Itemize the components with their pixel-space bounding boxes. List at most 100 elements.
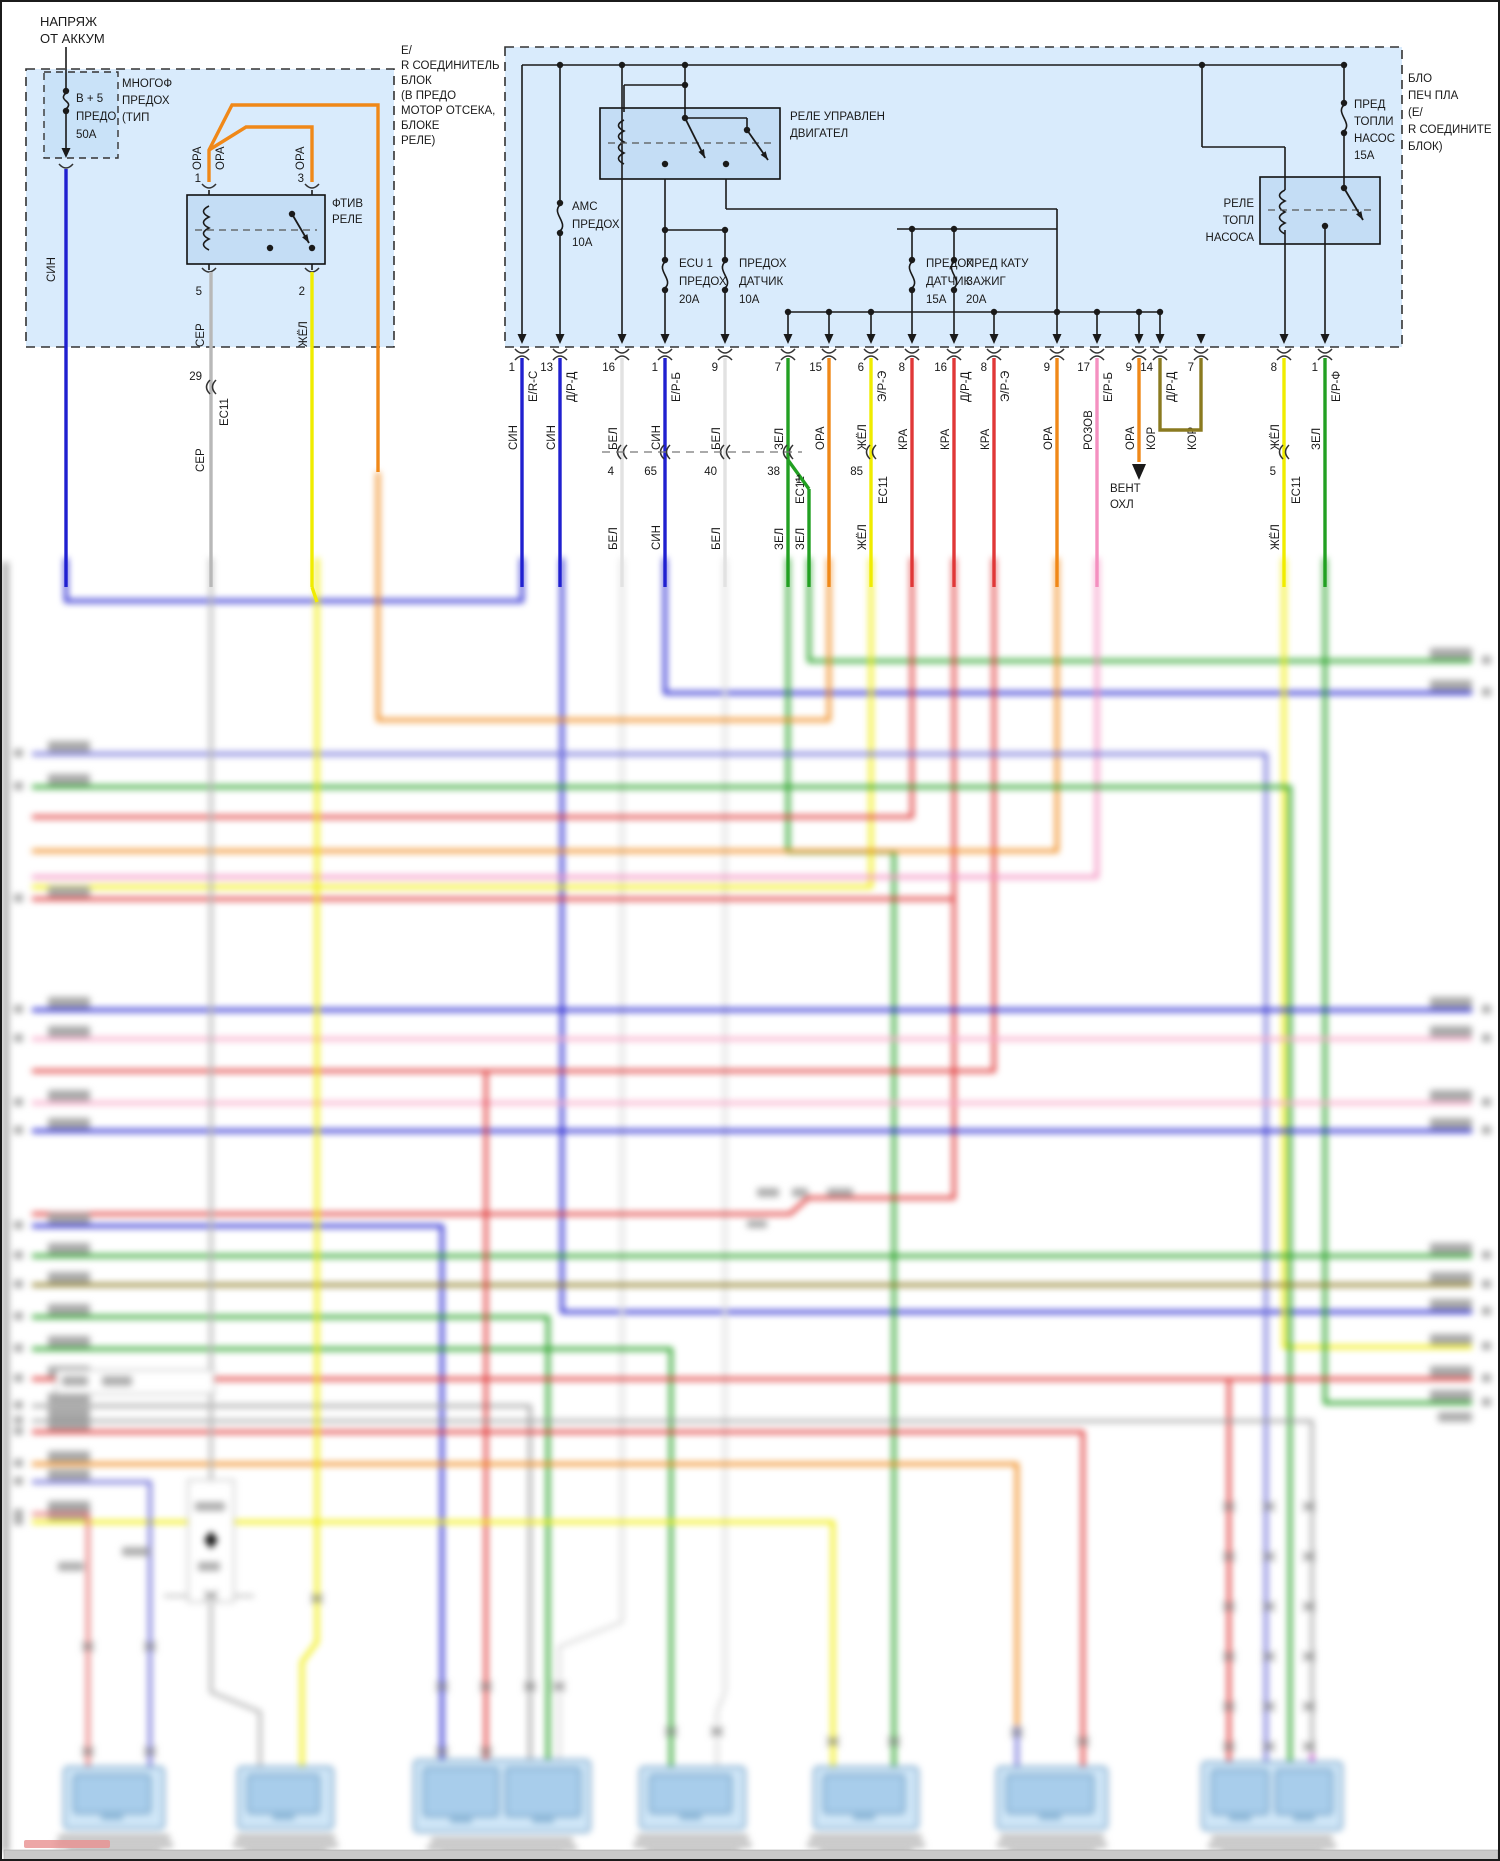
label-smudge bbox=[122, 1547, 150, 1556]
wire-color-label: ОРА bbox=[1125, 426, 1137, 450]
right-edge-label-blob bbox=[1430, 997, 1472, 1008]
ftiv-pin1: 1 bbox=[195, 173, 201, 185]
wire-color-label-2: ЗЕЛ bbox=[774, 528, 786, 550]
component-caption-line bbox=[1208, 1843, 1336, 1848]
lower-wire bbox=[32, 1347, 673, 1770]
pin-qualifier: Д/Р-Д bbox=[1166, 372, 1178, 402]
wire-color-label: КРА bbox=[898, 428, 910, 450]
ftiv-pin2: 2 bbox=[299, 286, 305, 298]
caption-line: БЛОК) bbox=[1408, 141, 1443, 153]
ftiv-pin3: 3 bbox=[298, 173, 304, 185]
left-edge-tick bbox=[14, 1427, 23, 1435]
sin-label: СИН bbox=[46, 257, 58, 282]
lower-wire bbox=[560, 558, 1472, 1314]
exit-arrowhead bbox=[1279, 334, 1289, 344]
lower-bracket bbox=[204, 1590, 218, 1596]
lower-wire bbox=[32, 1315, 550, 1767]
exit-arrowhead bbox=[1196, 334, 1206, 344]
pin-number: 6 bbox=[858, 362, 864, 374]
switch-arrowhead bbox=[698, 149, 705, 158]
pin-qualifier: Е/Р-Б bbox=[1103, 372, 1115, 402]
connector-bracket bbox=[657, 348, 673, 354]
lower-wire bbox=[32, 785, 1292, 1770]
fuse-dot bbox=[908, 286, 916, 294]
lower-bracket bbox=[1222, 1601, 1236, 1607]
wire-color-label: КРА bbox=[980, 428, 992, 450]
lower-wire bbox=[32, 558, 1059, 853]
lower-bracket bbox=[310, 1593, 324, 1599]
fuse-element bbox=[908, 261, 916, 289]
pin-number: 15 bbox=[809, 362, 822, 374]
wire-color-label: СИН bbox=[546, 425, 558, 450]
lower-bracket bbox=[552, 1681, 566, 1687]
lower-wire bbox=[715, 558, 727, 1767]
left-edge-tick bbox=[14, 1005, 23, 1013]
multi-fuse-line2: ПРЕДО bbox=[76, 111, 116, 123]
caption-line: R СОЕДИНИТЕЛЬ bbox=[401, 60, 500, 72]
lower-bracket bbox=[1010, 1732, 1024, 1738]
connector-bracket bbox=[614, 355, 630, 361]
wire-color-label-2: БЕЛ bbox=[608, 527, 620, 550]
pin-number-2: 4 bbox=[608, 466, 615, 478]
left-edge-label-blob bbox=[48, 1213, 90, 1224]
wire-color-label-2: ЖЁЛ bbox=[857, 524, 869, 550]
component-caption-line bbox=[807, 1842, 925, 1847]
junction-dot bbox=[681, 81, 689, 89]
lower-wire bbox=[209, 558, 262, 1770]
ser-conn-name: ЕС11 bbox=[219, 398, 231, 426]
connector-bracket bbox=[1276, 348, 1292, 354]
fuse-dot bbox=[661, 286, 669, 294]
fuse-dot bbox=[556, 229, 564, 237]
lower-bracket bbox=[435, 1686, 449, 1692]
fuse-dot bbox=[556, 199, 564, 207]
left-edge-label-blob bbox=[48, 1026, 90, 1037]
caption-line: РЕЛЕ) bbox=[401, 135, 436, 147]
pin-qualifier: Д/Р-Д bbox=[960, 372, 972, 402]
lower-wire bbox=[32, 558, 996, 1073]
connector-tab bbox=[1293, 1812, 1315, 1821]
right-edge-label-blob bbox=[1430, 1118, 1472, 1129]
fuel-relay-name3: НАСОСА bbox=[1206, 232, 1255, 244]
fuse-label: 15А bbox=[926, 294, 947, 306]
lower-bracket bbox=[479, 1686, 493, 1692]
pin-number: 9 bbox=[712, 362, 718, 374]
left-edge-tick bbox=[14, 1126, 23, 1134]
switch-arrowhead bbox=[1356, 211, 1363, 220]
lower-bracket bbox=[1010, 1727, 1024, 1733]
pin-qualifier: Е/R-С bbox=[528, 371, 540, 402]
lower-bracket bbox=[435, 1751, 449, 1757]
connector-bracket bbox=[552, 355, 568, 361]
lower-bracket bbox=[1222, 1606, 1236, 1612]
connector-bracket bbox=[904, 348, 920, 354]
main-block-caption: БЛО ПЕЧ ПЛА (Е/ R СОЕДИНИТЕ БЛОК) bbox=[1408, 73, 1492, 153]
junction-dot bbox=[1340, 61, 1348, 69]
wire-color-label: РОЗОВ bbox=[1083, 410, 1095, 450]
exit-arrowhead bbox=[617, 334, 627, 344]
left-edge-tick bbox=[14, 1251, 23, 1259]
lower-wire bbox=[32, 1520, 835, 1770]
connector-tab bbox=[853, 1811, 875, 1820]
lower-bracket bbox=[479, 1751, 493, 1757]
fuse-label: ПРЕДОХ bbox=[679, 276, 727, 288]
lower-bracket bbox=[710, 1731, 724, 1737]
pin-bracket bbox=[201, 267, 217, 273]
exit-arrowhead bbox=[1134, 334, 1144, 344]
inline-connector bbox=[665, 444, 671, 460]
lower-bracket bbox=[1302, 1651, 1316, 1657]
fuse-dot bbox=[661, 256, 669, 264]
lower-bracket bbox=[143, 1641, 157, 1647]
connector-bracket bbox=[1131, 355, 1147, 361]
fuse-element bbox=[62, 92, 70, 110]
wire-color-label-2: СИН bbox=[651, 525, 663, 550]
right-edge-tick bbox=[1482, 656, 1491, 664]
relay-coil bbox=[202, 205, 211, 251]
right-edge-tick bbox=[1482, 1374, 1491, 1382]
multi-fuse-line3: 50А bbox=[76, 129, 97, 141]
label-smudge bbox=[195, 1502, 225, 1511]
connector-bracket bbox=[821, 355, 837, 361]
component-caption-line bbox=[427, 1845, 577, 1850]
caption-line: БЛОКЕ bbox=[401, 120, 440, 132]
exit-arrowhead bbox=[1320, 334, 1330, 344]
wire-color-label: КОР bbox=[1146, 426, 1158, 450]
